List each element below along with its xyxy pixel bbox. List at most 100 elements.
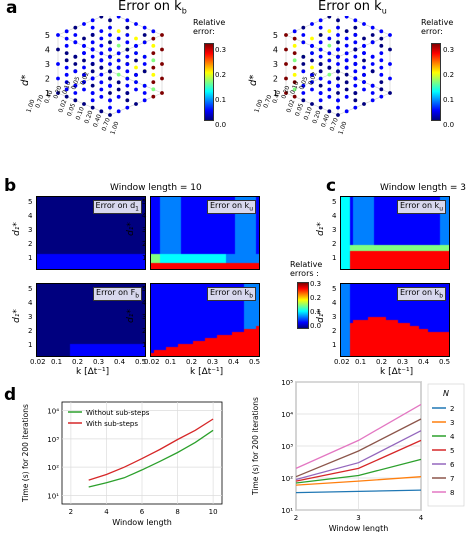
cube-point [108, 25, 112, 30]
heatmap-x-tick: 0.4 [418, 358, 430, 366]
heatmap-x-tick: 0.5 [249, 358, 261, 366]
cube-point [64, 65, 69, 70]
cube-point [344, 58, 349, 63]
cube-point [82, 44, 86, 48]
cube-point [353, 69, 358, 74]
cube-point [73, 98, 78, 103]
cube-point [64, 94, 69, 99]
x-tick-label: 0.02 [79, 71, 90, 86]
cube-point [64, 72, 69, 77]
cube-point [160, 33, 164, 37]
legend-label: With sub-steps [86, 420, 138, 428]
heatmap-title-sub: u [249, 205, 253, 213]
y-tick-label: 10⁵ [281, 379, 293, 387]
cube-point [301, 91, 306, 95]
cube-point [160, 47, 164, 52]
cube-point [99, 29, 104, 34]
cube-point [362, 80, 366, 85]
legend-label: 2 [450, 405, 454, 413]
cube-point [379, 58, 384, 63]
cube-point [362, 44, 366, 48]
cube-point [116, 58, 121, 63]
x-tick-label: 3 [356, 514, 360, 522]
z-tick-label: 5 [45, 31, 50, 40]
x-tick-label: 8 [175, 508, 179, 516]
cube-point [310, 22, 314, 26]
cube-point [142, 54, 147, 59]
cube-point [151, 80, 156, 85]
cube-point [125, 18, 130, 23]
cube-point [318, 40, 323, 45]
cube-point [362, 73, 366, 77]
legend-label: 7 [450, 475, 454, 483]
cube-point [362, 36, 366, 41]
cube-point [125, 33, 130, 37]
z-tick-label: 1 [273, 89, 278, 98]
legend-label: 3 [450, 419, 454, 427]
cube-point [336, 105, 340, 110]
cube-point [99, 87, 104, 92]
panel-b-header: Window length = 10 [110, 183, 202, 193]
x-tick-label: 2 [294, 514, 298, 522]
heatmap-title-sub: b [439, 292, 443, 300]
cube-point [116, 72, 121, 77]
heatmap-y-tick: 2 [332, 327, 337, 335]
panel-d-right-chart: 10¹ 10² 10³ 10⁴ 10⁵ 2 3 4 Window length Time (s) … [251, 379, 465, 532]
y-tick-label: 0.02 [285, 99, 296, 114]
cube-point [370, 33, 375, 37]
cube-point [116, 109, 121, 114]
heatmap-y-tick: 3 [28, 226, 33, 234]
cube-point [73, 40, 78, 45]
heatmap-title-sub: b [135, 292, 139, 300]
cube-point [379, 43, 384, 48]
x-tick-label: 2 [69, 508, 73, 516]
heatmap-y-tick: 5 [332, 285, 337, 293]
z-tick-label: 5 [273, 31, 278, 40]
cube-point [142, 33, 147, 37]
panel-b-colorbar-title: Relative errors : [290, 260, 323, 278]
heatmap-y-label: d₁* [11, 222, 22, 236]
cube-point [379, 51, 384, 56]
cube-point [108, 40, 112, 45]
heatmap-x-tick: 0.2 [376, 358, 388, 366]
heatmap-panel: Error on d1 [36, 196, 146, 270]
cube-point [362, 87, 366, 92]
z-tick-label: 4 [45, 46, 50, 55]
heatmap-title-sub: 1 [135, 205, 139, 213]
heatmap-y-tick: 3 [142, 226, 147, 234]
y-tick-label: 0.40 [320, 113, 331, 128]
cube-point [82, 22, 86, 26]
cube-point [99, 36, 104, 41]
panel-b-colorbar [297, 282, 309, 329]
cube-point [301, 54, 306, 59]
legend-label: Without sub-steps [86, 409, 150, 417]
series-line [88, 429, 214, 488]
cube-point [292, 65, 297, 70]
heatmap-y-tick: 4 [28, 212, 33, 220]
cube-point [82, 51, 86, 56]
y-axis-label: Time (s) for 200 iterations [21, 404, 30, 503]
cube-point [327, 58, 332, 63]
cube-point [284, 47, 288, 52]
cube-point [64, 36, 69, 41]
cube-point [125, 47, 130, 52]
cube-point [151, 29, 156, 34]
cube-point [82, 87, 86, 92]
cube-point [90, 91, 95, 96]
cube-point [108, 47, 112, 52]
cube-point [125, 105, 130, 110]
cube-point [284, 62, 288, 66]
cube-point [344, 72, 349, 77]
cube-point [344, 94, 349, 99]
cube-point [310, 87, 314, 92]
x-tick-label: 0.70 [34, 94, 45, 109]
cube-point [301, 98, 306, 103]
cube-point [73, 69, 78, 74]
cube-point [90, 18, 95, 23]
heatmap-y-tick: 2 [28, 327, 33, 335]
legend-box [427, 383, 465, 507]
y-tick-label: 0.70 [101, 117, 112, 132]
cube-point [82, 65, 86, 70]
x-axis-label: Window length [112, 518, 172, 527]
series-line [295, 489, 422, 494]
